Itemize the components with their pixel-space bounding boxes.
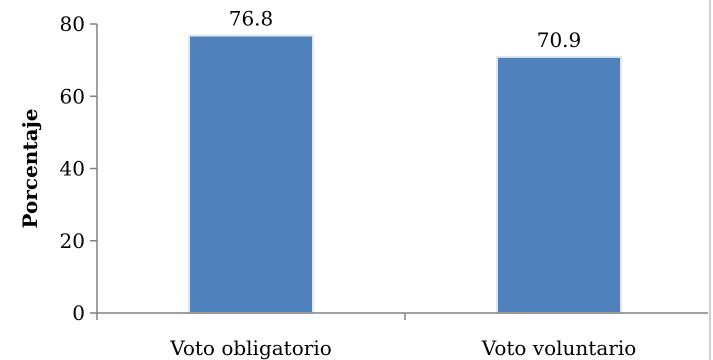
y-tick-label: 60 bbox=[60, 84, 85, 108]
y-axis-ticks: 0 20 40 60 80 bbox=[60, 12, 97, 325]
bar-value-label: 76.8 bbox=[229, 7, 274, 31]
bar bbox=[496, 55, 622, 314]
x-category-label: Voto voluntario bbox=[481, 336, 637, 360]
x-axis-categories: Voto obligatorio Voto voluntario bbox=[96, 313, 637, 360]
bar bbox=[188, 34, 314, 315]
y-tick-label: 80 bbox=[60, 12, 85, 36]
bars bbox=[188, 34, 622, 315]
data-labels: 76.8 70.9 bbox=[229, 7, 582, 52]
x-category-label: Voto obligatorio bbox=[169, 336, 332, 360]
y-tick-label: 40 bbox=[60, 157, 85, 181]
y-tick-label: 0 bbox=[72, 301, 85, 325]
y-axis-title: Porcentaje bbox=[18, 109, 42, 229]
bar-value-label: 70.9 bbox=[537, 28, 582, 52]
y-tick-label: 20 bbox=[60, 229, 85, 253]
